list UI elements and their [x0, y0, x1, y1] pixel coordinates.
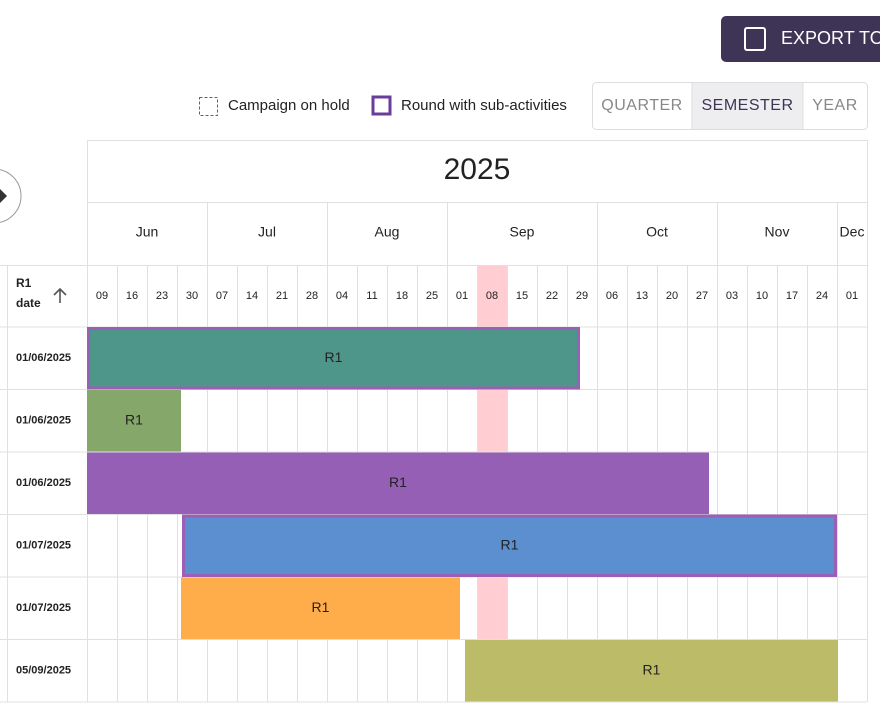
bar-label: R1 — [312, 599, 330, 615]
month-label: Aug — [375, 224, 400, 240]
bar-label: R1 — [501, 536, 519, 552]
legend-hold-swatch — [199, 97, 218, 116]
week-label: 03 — [726, 290, 738, 302]
row-date: 01/06/2025 — [16, 415, 71, 427]
scroll-arrow — [0, 189, 7, 203]
week-label: 29 — [576, 290, 588, 302]
month-label: Jul — [258, 224, 276, 240]
toggle-option[interactable]: QUARTER — [601, 97, 682, 114]
week-label: 04 — [336, 290, 348, 302]
activity-bar[interactable] — [87, 390, 181, 452]
month-label: Dec — [840, 224, 865, 240]
row-date: 01/07/2025 — [16, 602, 71, 614]
week-label: 13 — [636, 290, 648, 302]
week-label: 01 — [846, 290, 858, 302]
activity-bar[interactable] — [87, 327, 580, 390]
week-label: 08 — [486, 290, 498, 302]
view-toggle: QUARTER SEMESTER YEAR — [592, 82, 868, 130]
activity-bar[interactable] — [465, 640, 838, 702]
export-label: EXPORT TO — [781, 28, 880, 48]
row-date: 01/06/2025 — [16, 352, 71, 364]
column-subtitle: date — [16, 296, 41, 310]
week-label: 11 — [366, 290, 377, 302]
bar-label: R1 — [125, 411, 143, 427]
week-label: 24 — [816, 290, 828, 302]
week-label: 27 — [696, 290, 708, 302]
week-label: 07 — [216, 290, 228, 302]
week-label: 28 — [306, 290, 318, 302]
week-label: 01 — [456, 290, 468, 302]
week-label: 17 — [786, 290, 798, 302]
week-label: 16 — [126, 290, 138, 302]
month-label: Nov — [765, 224, 790, 240]
week-label: 20 — [666, 290, 678, 302]
row-date: 01/07/2025 — [16, 540, 71, 552]
row-date: 05/09/2025 — [16, 665, 71, 677]
toggle-option[interactable]: SEMESTER — [701, 97, 793, 114]
week-label: 10 — [756, 290, 768, 302]
year-label: 2025 — [444, 153, 511, 186]
legend-label: Round with sub-activities — [401, 97, 567, 114]
week-label: 06 — [606, 290, 618, 302]
week-label: 18 — [396, 290, 408, 302]
row-date: 01/06/2025 — [16, 477, 71, 489]
month-label: Sep — [510, 224, 535, 240]
scroll-button[interactable] — [0, 169, 22, 223]
activity-bar[interactable] — [182, 514, 837, 577]
toggle-selected-bg — [692, 83, 803, 129]
month-label: Oct — [646, 224, 668, 240]
week-label: 15 — [516, 290, 528, 302]
bar-label: R1 — [325, 349, 343, 365]
activity-bar[interactable] — [181, 577, 460, 640]
month-label: Jun — [136, 224, 159, 240]
week-label: 23 — [156, 290, 168, 302]
week-label: 22 — [546, 290, 558, 302]
pdf-icon — [744, 27, 766, 51]
week-label: 14 — [246, 290, 258, 302]
week-label: 21 — [276, 290, 288, 302]
legend-round-swatch — [371, 95, 392, 116]
export-button[interactable]: EXPORT TO — [721, 16, 880, 62]
bar-label: R1 — [643, 661, 661, 677]
legend-label: Campaign on hold — [228, 97, 350, 114]
column-title: R1 — [16, 276, 32, 290]
week-label: 09 — [96, 290, 108, 302]
bar-label: R1 — [389, 474, 407, 490]
sort-icon[interactable] — [53, 287, 67, 303]
week-label: 30 — [186, 290, 198, 302]
toggle-option[interactable]: YEAR — [812, 97, 858, 114]
week-label: 25 — [426, 290, 438, 302]
activity-bar[interactable] — [87, 452, 709, 515]
